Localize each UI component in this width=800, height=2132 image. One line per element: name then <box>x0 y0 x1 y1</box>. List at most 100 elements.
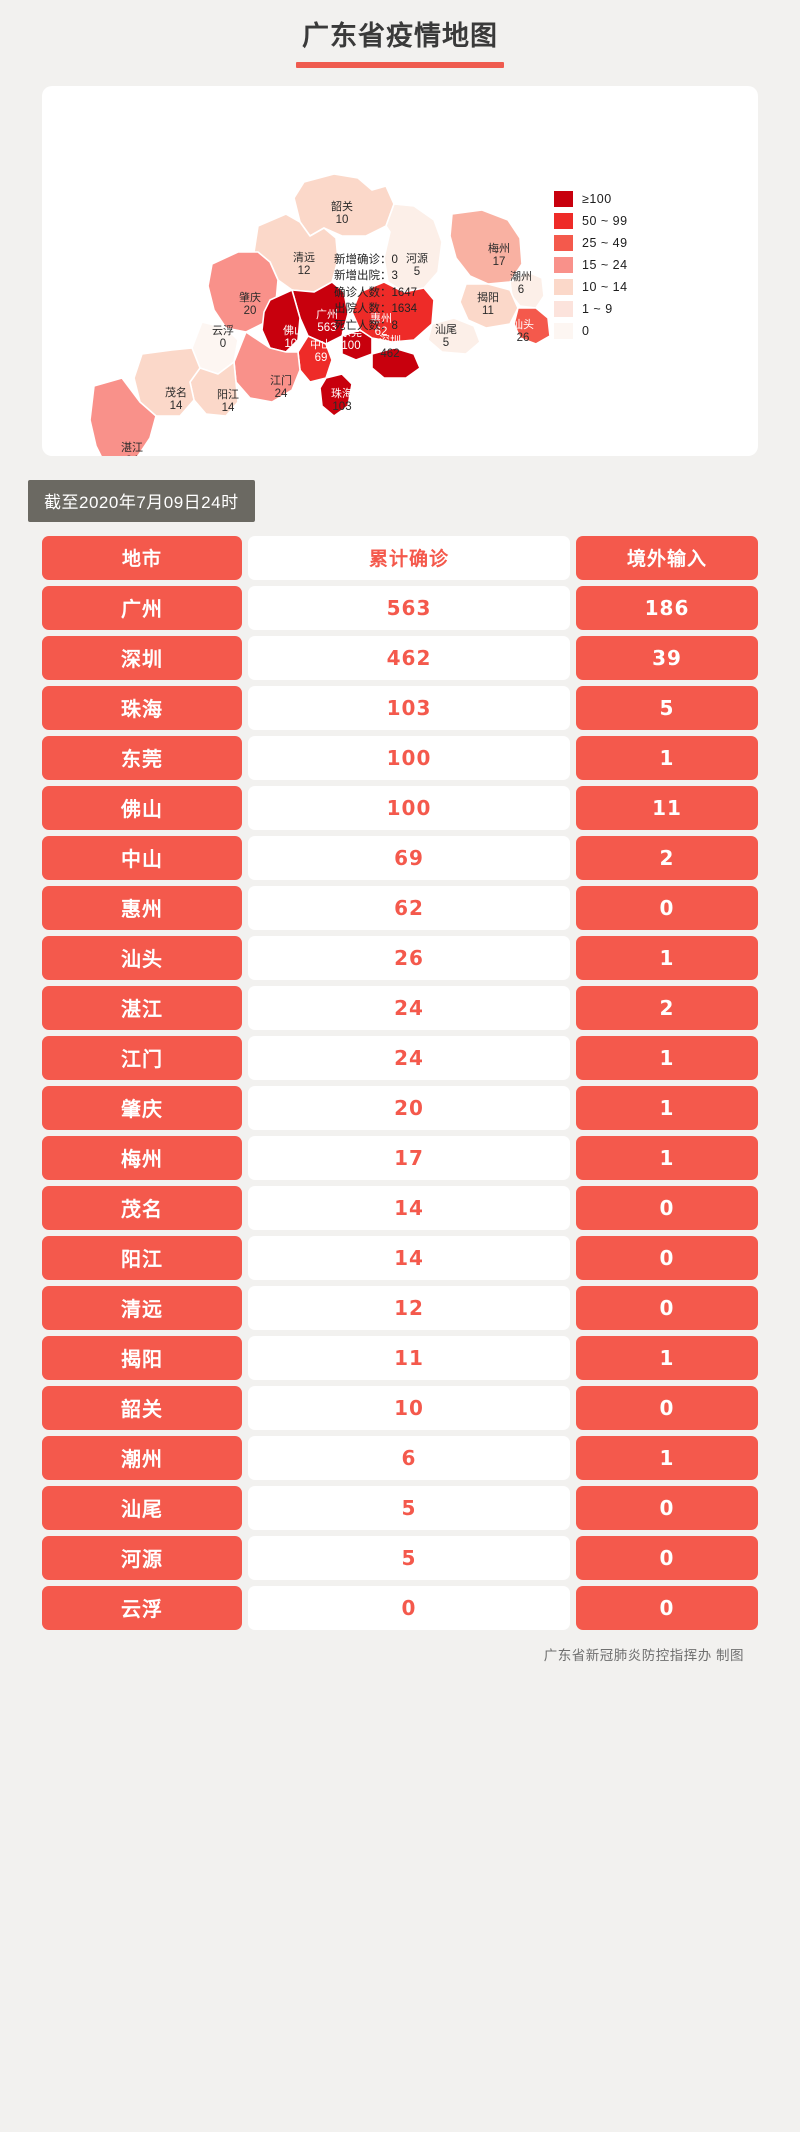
map-legend: ≥100 50 ~ 99 25 ~ 49 15 ~ 24 10 ~ 14 1 ~ 9 0 <box>554 188 628 342</box>
table-row[interactable]: 揭阳 11 1 <box>42 1335 758 1380</box>
map-label-name-清远: 清远 <box>293 251 315 264</box>
table-row[interactable]: 汕头 26 1 <box>42 935 758 980</box>
cell-city: 湛江 <box>42 985 242 1030</box>
cell-total: 462 <box>248 635 570 680</box>
map-region-湛江[interactable] <box>89 376 157 456</box>
map-region-汕头[interactable] <box>513 306 551 345</box>
map-region-深圳[interactable] <box>371 346 421 379</box>
map-region-揭阳[interactable] <box>459 282 519 329</box>
table-row[interactable]: 云浮 0 0 <box>42 1585 758 1630</box>
table-row[interactable]: 深圳 462 39 <box>42 635 758 680</box>
stat-separator: ： <box>380 270 392 283</box>
map-label-name-揭阳: 揭阳 <box>477 290 499 304</box>
map-label-value-汕尾: 5 <box>443 337 449 349</box>
page-header: 广东省疫情地图 <box>0 0 800 78</box>
table-row[interactable]: 河源 5 0 <box>42 1535 758 1580</box>
map-card: 韶关 10 清远 12 河源 5 梅州 17 潮州 6 揭阳 11 汕头 26 肇庆 20 云浮 0 广州 563 佛山… <box>42 85 758 456</box>
cell-abroad: 39 <box>576 635 758 680</box>
table-row[interactable]: 江门 24 1 <box>42 1035 758 1080</box>
cell-total: 563 <box>248 585 570 630</box>
legend-label: 10 ~ 14 <box>582 279 628 294</box>
cell-abroad: 1 <box>576 735 758 780</box>
legend-swatch-icon <box>554 322 573 339</box>
stat-value: 1634 <box>391 303 418 316</box>
table-row[interactable]: 中山 69 2 <box>42 835 758 880</box>
map-region-茂名[interactable] <box>133 346 201 417</box>
cell-city: 惠州 <box>42 885 242 930</box>
legend-row: 15 ~ 24 <box>554 254 628 276</box>
legend-swatch-icon <box>554 190 573 207</box>
cell-abroad: 0 <box>576 1235 758 1280</box>
cell-abroad: 0 <box>576 1485 758 1530</box>
cell-total: 5 <box>248 1485 570 1530</box>
map-label-name-汕头: 汕头 <box>512 318 534 331</box>
cell-city: 云浮 <box>42 1585 242 1630</box>
table-row[interactable]: 潮州 6 1 <box>42 1435 758 1480</box>
map-region-惠州[interactable] <box>351 280 435 343</box>
table-row[interactable]: 东莞 100 1 <box>42 735 758 780</box>
cell-total: 17 <box>248 1135 570 1180</box>
map-label-name-珠海: 珠海 <box>331 386 353 400</box>
map-label-value-河源: 5 <box>414 266 420 278</box>
table-row[interactable]: 清远 12 0 <box>42 1285 758 1330</box>
stat-value: 1647 <box>391 286 418 299</box>
legend-label: 50 ~ 99 <box>582 213 628 228</box>
cell-total: 62 <box>248 885 570 930</box>
map-label-value-韶关: 10 <box>336 214 349 226</box>
table-row[interactable]: 佛山 100 11 <box>42 785 758 830</box>
table-row[interactable]: 湛江 24 2 <box>42 985 758 1030</box>
cell-total: 24 <box>248 985 570 1030</box>
cell-abroad: 2 <box>576 985 758 1030</box>
map-label-name-深圳: 深圳 <box>379 334 401 347</box>
map-label-value-珠海: 103 <box>332 401 351 413</box>
cell-abroad: 0 <box>576 1535 758 1580</box>
cell-city: 东莞 <box>42 735 242 780</box>
map-label-name-茂名: 茂名 <box>165 385 187 399</box>
map-statistics: 新增确诊：0 新增出院：3 确诊人数：1647 出院人数：1634 死亡人数：8 <box>334 252 417 335</box>
cell-abroad: 5 <box>576 685 758 730</box>
map-label-value-清远: 12 <box>298 265 311 277</box>
map-label-value-中山: 69 <box>315 352 328 364</box>
map-region-广州[interactable] <box>291 280 349 345</box>
legend-row: 10 ~ 14 <box>554 276 628 298</box>
map-label-value-揭阳: 11 <box>482 305 494 317</box>
cell-city: 茂名 <box>42 1185 242 1230</box>
cell-total: 20 <box>248 1085 570 1130</box>
stat-label: 死亡人数 <box>334 319 380 332</box>
map-label-name-中山: 中山 <box>310 338 332 351</box>
stat-separator: ： <box>380 253 392 266</box>
cell-city: 佛山 <box>42 785 242 830</box>
cell-total: 10 <box>248 1385 570 1430</box>
legend-label: 1 ~ 9 <box>582 301 613 316</box>
legend-label: 25 ~ 49 <box>582 235 628 250</box>
map-label-value-茂名: 14 <box>170 400 183 412</box>
map-region-珠海[interactable] <box>319 372 353 417</box>
cell-city: 珠海 <box>42 685 242 730</box>
table-row[interactable]: 珠海 103 5 <box>42 685 758 730</box>
table-body: 广州 563 186 深圳 462 39 珠海 103 5 东莞 100 1 佛山 100 11 中山 69 2 惠… <box>42 585 758 1630</box>
table-row[interactable]: 茂名 14 0 <box>42 1185 758 1230</box>
stat-separator: ： <box>380 286 392 299</box>
table-row[interactable]: 阳江 14 0 <box>42 1235 758 1280</box>
legend-row: 25 ~ 49 <box>554 232 628 254</box>
table-row[interactable]: 汕尾 5 0 <box>42 1485 758 1530</box>
map-region-汕尾[interactable] <box>427 316 481 355</box>
map-label-name-东莞: 东莞 <box>340 326 362 339</box>
table-row[interactable]: 肇庆 20 1 <box>42 1085 758 1130</box>
cell-total: 11 <box>248 1335 570 1380</box>
map-label-name-阳江: 阳江 <box>217 388 239 401</box>
table-row[interactable]: 广州 563 186 <box>42 585 758 630</box>
table-row[interactable]: 惠州 62 0 <box>42 885 758 930</box>
table-row[interactable]: 梅州 17 1 <box>42 1135 758 1180</box>
legend-row: 0 <box>554 320 628 342</box>
table-row[interactable]: 韶关 10 0 <box>42 1385 758 1430</box>
stat-row: 出院人数：1634 <box>334 301 417 318</box>
stat-separator: ： <box>380 303 392 316</box>
map-label-name-湛江: 湛江 <box>121 441 143 454</box>
map-label-name-潮州: 潮州 <box>510 269 532 283</box>
cell-abroad: 0 <box>576 885 758 930</box>
map-label-name-汕尾: 汕尾 <box>435 323 457 336</box>
cell-total: 100 <box>248 735 570 780</box>
map-label-name-佛山: 佛山 <box>283 324 305 337</box>
